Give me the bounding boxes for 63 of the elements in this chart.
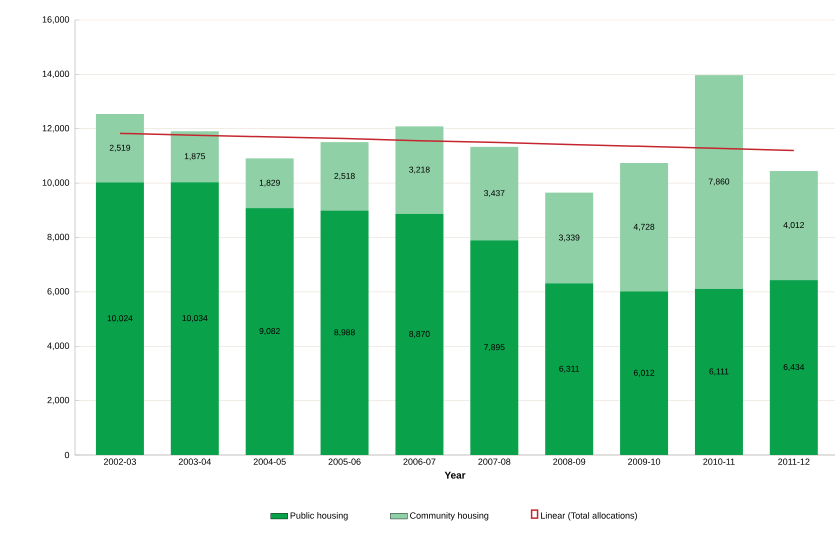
x-tick-label: 2009-10 xyxy=(628,458,660,465)
data-label: 7,860 xyxy=(708,178,730,186)
data-label: 8,870 xyxy=(409,330,430,338)
bar xyxy=(770,170,818,280)
data-label: 3,437 xyxy=(484,190,504,198)
bar xyxy=(320,142,369,211)
bar xyxy=(96,114,144,182)
data-label: 6,311 xyxy=(559,366,580,373)
x-tick-label: 2010-11 xyxy=(703,458,735,465)
data-label: 6,111 xyxy=(709,368,728,376)
legend-label: Community housing xyxy=(410,512,488,520)
bar xyxy=(620,163,668,292)
x-tick-label: 2002-03 xyxy=(104,458,136,465)
y-tick-label: 2,000 xyxy=(47,396,70,404)
data-label: 2,519 xyxy=(110,144,130,152)
bar xyxy=(320,210,369,455)
bar xyxy=(170,182,219,455)
data-label: 7,895 xyxy=(484,344,505,352)
data-label: 8,988 xyxy=(334,329,355,336)
bar xyxy=(246,158,294,208)
y-tick-label: 16,000 xyxy=(42,16,70,24)
bar xyxy=(470,240,518,455)
data-label: 1,829 xyxy=(260,180,280,187)
y-tick-label: 12,000 xyxy=(42,125,70,132)
data-label: 4,012 xyxy=(783,222,804,230)
x-tick-label: 2011-12 xyxy=(778,458,810,465)
x-axis-title: Year xyxy=(444,472,466,479)
bar xyxy=(395,214,444,455)
x-tick-label: 2004-05 xyxy=(254,458,286,465)
data-label: 1,875 xyxy=(184,153,206,160)
y-tick-label: 14,000 xyxy=(42,70,70,78)
data-label: 9,082 xyxy=(259,328,280,336)
x-tick-label: 2008-09 xyxy=(553,458,586,465)
bar xyxy=(170,131,219,182)
y-tick-label: 8,000 xyxy=(47,234,70,242)
data-label: 3,339 xyxy=(558,234,580,242)
bar xyxy=(694,75,743,289)
bar xyxy=(470,146,518,240)
legend-label: Linear (Total allocations) xyxy=(541,512,637,520)
bar xyxy=(620,292,668,455)
bar xyxy=(545,283,594,455)
bar xyxy=(770,280,818,455)
x-tick-label: 2003-04 xyxy=(178,458,211,465)
data-label: 6,012 xyxy=(634,370,654,377)
bar xyxy=(395,126,444,214)
x-tick-label: 2005-06 xyxy=(328,458,361,465)
data-label: 10,034 xyxy=(182,315,208,322)
y-tick-label: 4,000 xyxy=(47,342,70,350)
data-label: 6,434 xyxy=(784,364,804,372)
x-tick-label: 2006-07 xyxy=(403,458,436,465)
x-tick-label: 2007-08 xyxy=(478,458,510,465)
data-label: 2,518 xyxy=(334,172,355,180)
bar xyxy=(246,208,294,455)
data-label: 4,728 xyxy=(634,224,654,231)
bar xyxy=(545,192,594,284)
bar xyxy=(96,182,144,455)
y-tick-label: 6,000 xyxy=(47,288,70,296)
data-label: 10,024 xyxy=(108,315,133,322)
bar xyxy=(694,288,743,455)
data-label: 3,218 xyxy=(409,166,430,174)
y-tick-label: 10,000 xyxy=(42,179,70,187)
legend-label: Public housing xyxy=(290,512,348,520)
y-tick-label: 0 xyxy=(64,452,70,458)
